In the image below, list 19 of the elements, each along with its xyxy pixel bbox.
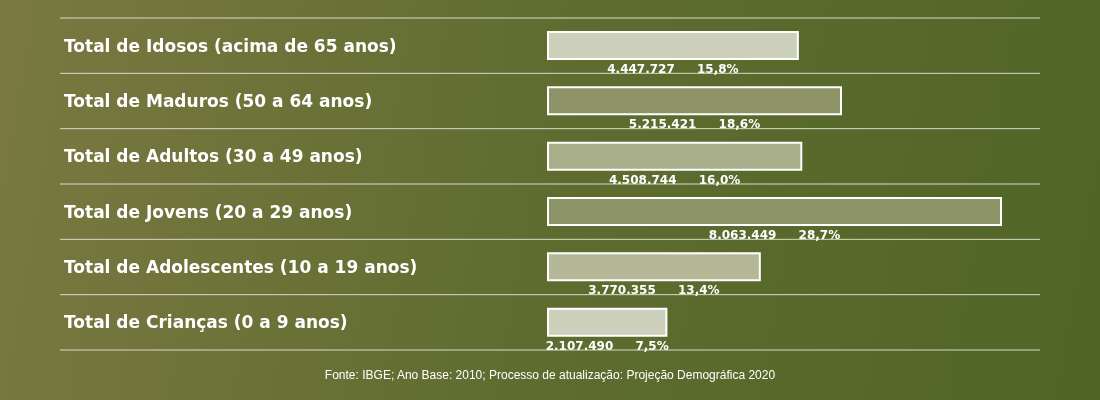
bar <box>547 141 803 171</box>
data-label: 3.770.355 13,4% <box>588 283 720 298</box>
bar <box>547 31 799 60</box>
y-tick-label: Total de Idosos (acima de 65 anos) <box>64 35 397 56</box>
source-note: Fonte: IBGE; Ano Base: 2010; Processo de atualização: Projeção Demográfica 2020 <box>323 368 777 382</box>
data-label: 5.215.421 18,6% <box>628 117 761 132</box>
y-tick-label: Total de Jovens (20 a 29 anos) <box>64 201 353 222</box>
data-label: 4.508.744 16,0% <box>608 172 741 187</box>
data-label: 8.063.449 28,7% <box>708 228 841 242</box>
bar <box>547 86 842 116</box>
y-tick-label: Total de Crianças (0 a 9 anos) <box>64 312 348 333</box>
bar <box>547 197 1002 226</box>
data-label: 2.107.490 7,5% <box>545 338 669 353</box>
bar <box>547 252 761 282</box>
data-label: 4.447.727 15,8% <box>607 62 739 76</box>
y-tick-label: Total de Maduros (50 a 64 anos) <box>64 91 373 111</box>
y-tick-label: Total de Adolescentes (10 a 19 anos) <box>64 257 418 277</box>
bar <box>547 307 668 337</box>
y-tick-label: Total de Adultos (30 a 49 anos) <box>64 146 363 167</box>
